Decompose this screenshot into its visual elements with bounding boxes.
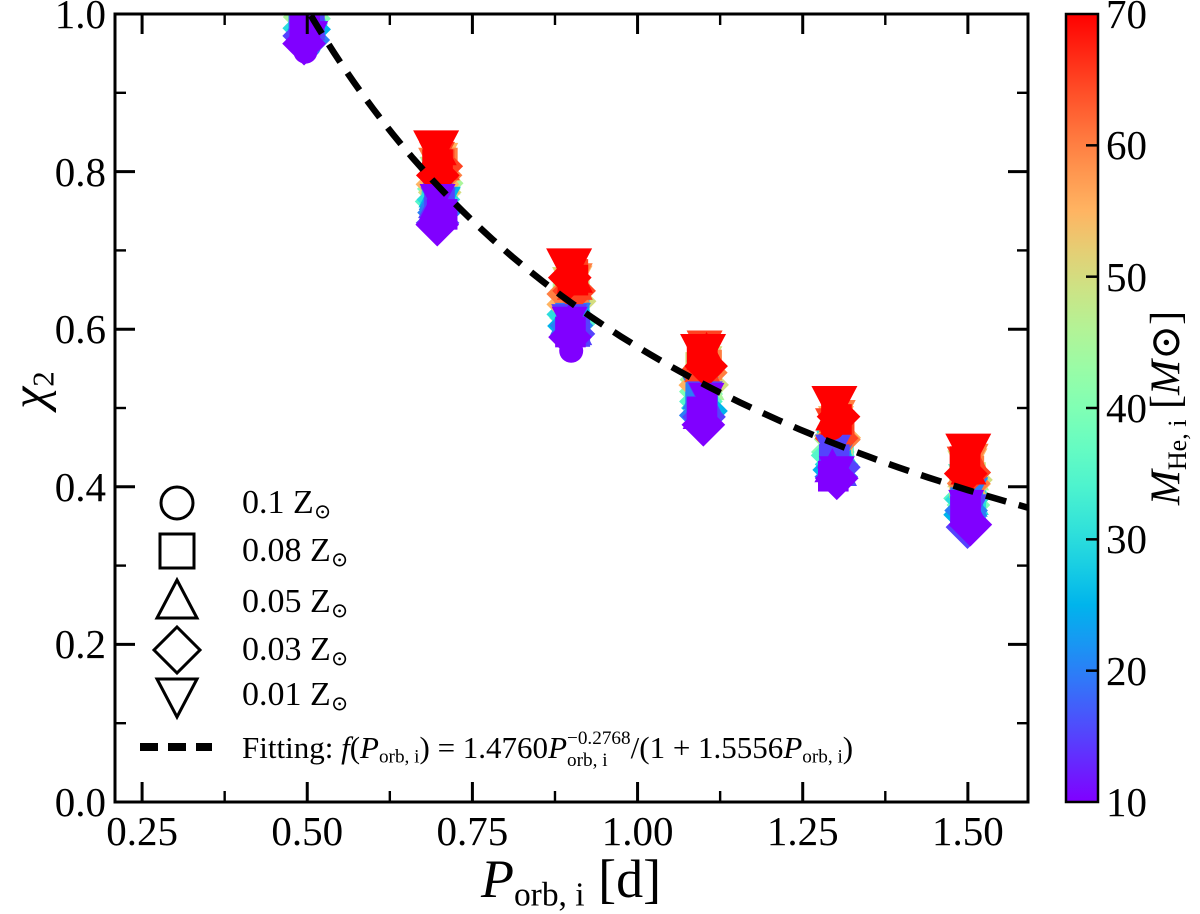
scatter-marker <box>291 0 327 3</box>
x-axis-label: Porb, i [d] <box>480 849 662 914</box>
y-tick-label: 1.0 <box>54 0 106 37</box>
colorbar-tick-label: 10 <box>1106 779 1147 825</box>
y-tick-label: 0.2 <box>54 621 106 668</box>
colorbar-tick-label: 70 <box>1106 0 1147 37</box>
scatter-marker <box>415 202 460 247</box>
y-axis-label: χ2 <box>0 371 61 409</box>
x-tick-label: 0.75 <box>436 808 509 854</box>
scatter-marker <box>282 21 326 66</box>
legend-marker-circle <box>159 485 195 521</box>
x-tick-label: 1.25 <box>766 808 839 854</box>
y-tick-label: 0.0 <box>54 779 106 825</box>
scatter-marker <box>681 402 726 447</box>
legend-marker-square <box>158 532 196 570</box>
legend-marker-triangle-down <box>154 677 200 721</box>
scatter-marker <box>811 386 858 430</box>
legend-marker-triangle-up <box>154 576 200 620</box>
scatter-marker <box>948 489 985 525</box>
scatter-marker <box>680 334 727 378</box>
axis-ticks <box>115 12 1028 804</box>
scatter-marker <box>291 0 327 14</box>
scatter-marker <box>297 0 321 7</box>
x-tick-label: 1.50 <box>932 808 1004 854</box>
scatter-marker <box>287 0 323 12</box>
fitting-label: Fitting: f(Porb, i) = 1.4760P −0.2768 orb,… <box>242 728 854 772</box>
colorbar-label: MHe, i [M⊙] <box>1143 310 1192 506</box>
scatter-clusters <box>282 0 993 549</box>
colorbar-tick-label: 50 <box>1106 253 1147 300</box>
legend-label: 0.08 Z⊙ <box>242 532 349 572</box>
x-tick-label: 0.25 <box>106 808 178 854</box>
scatter-marker <box>298 0 322 11</box>
scatter-marker <box>287 0 331 3</box>
scatter-marker <box>546 248 593 293</box>
fit-curve <box>306 14 1028 511</box>
scatter-marker <box>288 0 324 4</box>
colorbar-tick-label: 30 <box>1106 516 1147 563</box>
scatter-marker <box>288 0 324 12</box>
scatter-marker <box>288 0 324 13</box>
scatter-marker <box>945 433 992 478</box>
legend-label: 0.01 Z⊙ <box>242 676 349 716</box>
colorbar-tick-label: 40 <box>1106 385 1147 431</box>
colorbar-tick-label: 20 <box>1106 647 1147 694</box>
legend-label: 0.03 Z⊙ <box>242 631 349 671</box>
legend-marker-diamond <box>151 624 203 676</box>
colorbar-ticks <box>1086 144 1098 672</box>
scatter-marker <box>286 0 332 5</box>
x-tick-label: 0.50 <box>271 808 344 854</box>
y-tick-label: 0.6 <box>54 306 106 353</box>
colorbar-tick-label: 60 <box>1106 122 1147 169</box>
scatter-marker <box>290 0 321 10</box>
scatter-marker <box>292 0 328 13</box>
scatter-marker <box>413 130 460 175</box>
legend-label: 0.05 Z⊙ <box>242 583 349 623</box>
x-tick-label: 1.00 <box>601 808 674 854</box>
y-tick-label: 0.8 <box>54 148 106 195</box>
scatter-marker <box>948 502 993 547</box>
y-tick-label: 0.4 <box>54 463 106 510</box>
scatter-marker <box>551 306 588 341</box>
scatter-marker <box>818 456 855 491</box>
legend-label: 0.1 Z⊙ <box>242 484 332 524</box>
legend-markers <box>140 485 212 751</box>
